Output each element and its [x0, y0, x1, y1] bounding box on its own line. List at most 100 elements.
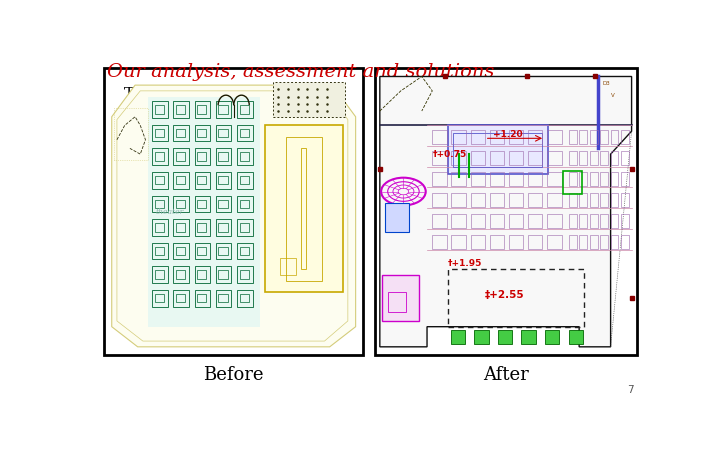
Bar — [240, 176, 249, 184]
Bar — [155, 294, 164, 302]
Bar — [528, 214, 542, 228]
Bar — [218, 223, 228, 231]
Bar — [621, 130, 629, 144]
Bar — [237, 101, 253, 118]
Bar — [265, 126, 343, 292]
Bar — [432, 193, 446, 207]
Bar — [176, 129, 185, 137]
Bar — [197, 153, 207, 161]
Bar — [528, 193, 542, 207]
Bar — [509, 151, 523, 165]
Bar — [374, 68, 636, 356]
Bar — [579, 151, 587, 165]
Bar — [448, 126, 548, 174]
Bar — [155, 176, 164, 184]
Bar — [240, 270, 249, 279]
Bar — [197, 247, 207, 255]
Bar — [590, 234, 598, 249]
Text: †+1.95: †+1.95 — [448, 259, 482, 268]
Text: V: V — [611, 93, 614, 98]
Bar — [490, 172, 504, 186]
Text: ‡+2.55: ‡+2.55 — [485, 290, 524, 300]
Bar — [590, 193, 598, 207]
Text: Theater: Theater — [124, 87, 184, 101]
Bar — [569, 329, 583, 344]
Bar — [600, 214, 608, 228]
Bar — [155, 153, 164, 161]
Bar — [218, 270, 228, 279]
Bar — [152, 243, 168, 259]
Bar — [509, 214, 523, 228]
Bar — [471, 234, 485, 249]
Bar — [218, 247, 228, 255]
Bar — [579, 193, 587, 207]
Bar — [280, 258, 296, 275]
Bar — [218, 176, 228, 184]
Bar — [240, 223, 249, 231]
Bar — [490, 193, 504, 207]
Bar — [490, 151, 504, 165]
Polygon shape — [380, 76, 631, 347]
Bar — [237, 219, 253, 236]
Bar — [432, 172, 446, 186]
Bar — [152, 172, 168, 189]
Bar — [197, 129, 207, 137]
Bar — [176, 270, 185, 279]
Bar — [471, 130, 485, 144]
Bar — [432, 234, 446, 249]
Bar — [579, 234, 587, 249]
Bar — [432, 130, 446, 144]
Bar — [545, 329, 559, 344]
Bar — [176, 223, 185, 231]
Bar — [432, 214, 446, 228]
Bar — [155, 223, 164, 231]
Bar — [432, 151, 446, 165]
Bar — [114, 108, 148, 160]
Bar — [218, 153, 228, 161]
Bar — [474, 329, 489, 344]
Bar — [174, 196, 189, 212]
Bar — [152, 266, 168, 283]
Bar — [451, 172, 466, 186]
Bar — [174, 219, 189, 236]
Bar — [528, 151, 542, 165]
Bar — [547, 151, 562, 165]
Bar — [611, 151, 618, 165]
Bar — [152, 125, 168, 141]
Text: After: After — [483, 365, 528, 383]
Bar — [569, 193, 577, 207]
Bar — [174, 148, 189, 165]
Bar — [240, 247, 249, 255]
Bar — [382, 275, 419, 321]
Bar — [152, 219, 168, 236]
Bar — [155, 129, 164, 137]
Bar — [600, 234, 608, 249]
Bar — [547, 172, 562, 186]
Bar — [104, 68, 364, 356]
Bar — [216, 172, 231, 189]
Bar — [600, 130, 608, 144]
Bar — [176, 153, 185, 161]
Bar — [569, 130, 577, 144]
Bar — [218, 294, 228, 302]
Bar — [194, 196, 210, 212]
Bar — [155, 200, 164, 208]
Bar — [176, 105, 185, 113]
Bar — [216, 148, 231, 165]
Bar — [176, 247, 185, 255]
Bar — [387, 292, 406, 312]
Bar — [174, 125, 189, 141]
Bar — [564, 171, 582, 194]
Bar — [600, 172, 608, 186]
Bar — [240, 105, 249, 113]
Text: +1.20: +1.20 — [492, 130, 522, 139]
Bar — [590, 172, 598, 186]
Bar — [569, 151, 577, 165]
Bar — [216, 196, 231, 212]
Bar — [385, 203, 409, 232]
Bar — [454, 133, 542, 167]
Bar — [197, 176, 207, 184]
Bar — [600, 151, 608, 165]
Bar — [451, 234, 466, 249]
Bar — [194, 172, 210, 189]
